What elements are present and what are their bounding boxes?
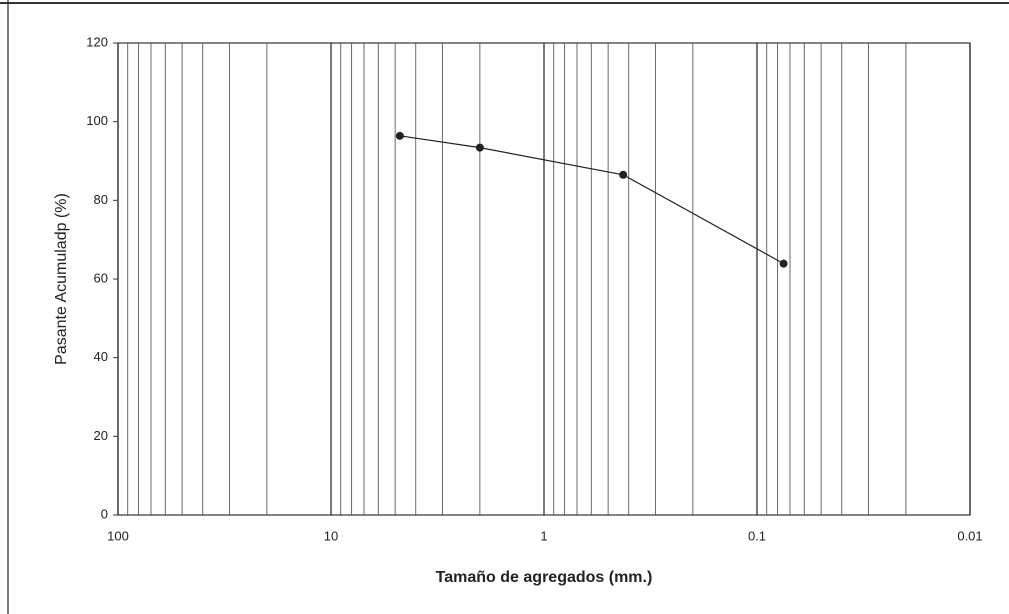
y-tick-label: 100: [86, 113, 108, 128]
y-tick-label: 80: [94, 192, 108, 207]
y-tick-label: 20: [94, 428, 108, 443]
x-tick-label: 0.1: [748, 528, 766, 543]
y-tick-label: 0: [101, 506, 108, 521]
y-tick-label: 60: [94, 270, 108, 285]
y-axis-label: Pasante Acumuladp (%): [53, 193, 70, 365]
series-line: [399, 135, 784, 265]
point: [619, 170, 628, 179]
y-tick-label: 120: [86, 34, 108, 49]
x-tick-label: 10: [324, 528, 338, 543]
point: [475, 143, 484, 152]
point: [779, 259, 788, 268]
x-axis-label: Tamaño de agregados (mm.): [436, 569, 653, 586]
x-tick-label: 1: [540, 528, 547, 543]
x-tick-label: 0.01: [957, 528, 982, 543]
x-tick-label: 100: [107, 528, 129, 543]
y-tick-label: 40: [94, 349, 108, 364]
point: [395, 131, 404, 140]
